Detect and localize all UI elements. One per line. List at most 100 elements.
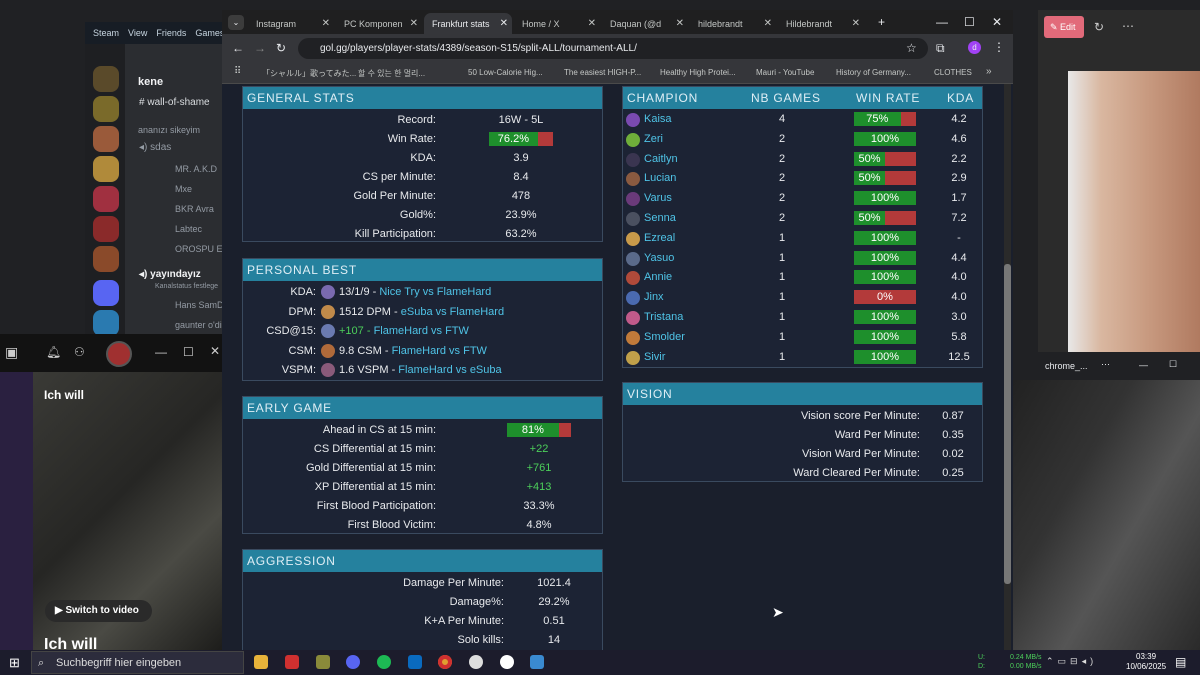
- edit-button[interactable]: ✎ Edit: [1044, 16, 1084, 38]
- tab-frankfurt-stats[interactable]: Frankfurt stats ✕: [424, 13, 512, 34]
- champion-name[interactable]: Jinx: [644, 291, 664, 304]
- champion-name[interactable]: Smolder: [644, 330, 685, 343]
- back-icon[interactable]: ←: [232, 41, 244, 55]
- voice-user[interactable]: Labtec: [175, 224, 203, 234]
- voice-channel[interactable]: ◂) sdas: [139, 142, 172, 153]
- server-icon[interactable]: [93, 216, 119, 242]
- champion-name[interactable]: Senna: [644, 212, 676, 224]
- reload-icon[interactable]: ↻: [276, 41, 287, 55]
- app-icon[interactable]: [469, 655, 483, 669]
- new-tab-icon[interactable]: +: [878, 15, 886, 29]
- notification-icon[interactable]: ▤: [1175, 655, 1187, 669]
- server-icon[interactable]: [93, 246, 119, 272]
- tab-search-icon[interactable]: ⌄: [228, 15, 244, 30]
- profile-avatar[interactable]: d: [968, 41, 981, 54]
- forward-icon[interactable]: →: [254, 41, 266, 55]
- voice-user[interactable]: MR. A.K.D: [175, 164, 218, 174]
- tray-icons[interactable]: ⌃▭⊟◂): [1046, 656, 1098, 666]
- page-scrollbar[interactable]: [1004, 84, 1011, 650]
- folder-icon[interactable]: [93, 280, 119, 306]
- champion-name[interactable]: Kaisa: [644, 113, 672, 125]
- scrollbar-thumb[interactable]: [1004, 264, 1011, 584]
- windows-start-icon[interactable]: ⊞: [9, 655, 20, 670]
- match-link[interactable]: FlameHard vs FTW: [391, 344, 487, 357]
- champion-name[interactable]: Annie: [644, 271, 673, 284]
- voice-user[interactable]: Mxe: [175, 184, 193, 194]
- champion-name[interactable]: Caitlyn: [644, 152, 678, 165]
- server-icon[interactable]: [93, 310, 119, 336]
- close-icon[interactable]: ✕: [210, 344, 221, 358]
- champion-name[interactable]: Yasuo: [644, 251, 675, 264]
- minimize-icon[interactable]: —: [155, 345, 167, 359]
- avatar[interactable]: [106, 341, 132, 367]
- champion-name[interactable]: Sivir: [644, 350, 666, 363]
- match-link[interactable]: FlameHard vs FTW: [373, 325, 469, 337]
- match-link[interactable]: eSuba vs FlameHard: [400, 305, 505, 318]
- maximize-icon[interactable]: ☐: [964, 15, 975, 29]
- voice-user[interactable]: OROSPU EV: [175, 244, 229, 254]
- maximize-icon[interactable]: ☐: [1169, 359, 1178, 369]
- close-icon[interactable]: ✕: [992, 15, 1003, 29]
- server-icon[interactable]: [93, 126, 119, 152]
- server-icon[interactable]: [93, 156, 119, 182]
- tab-hildebrandt[interactable]: Hildebrandt ✕: [786, 18, 860, 29]
- steam-menu-games[interactable]: Games: [195, 28, 225, 38]
- switch-to-video-button[interactable]: ▶ Switch to video: [45, 600, 152, 622]
- discord-icon[interactable]: [346, 655, 360, 669]
- steam-menu-view[interactable]: View: [128, 28, 148, 38]
- app-icon[interactable]: [530, 655, 544, 669]
- steam-menu-friends[interactable]: Friends: [156, 28, 187, 38]
- tab-home-x[interactable]: Home / X ✕: [522, 18, 596, 29]
- bell-icon[interactable]: 🔔︎: [46, 345, 62, 359]
- address-bar[interactable]: gol.gg/players/player-stats/4389/season-…: [298, 38, 928, 59]
- tab-x-hildebrandt[interactable]: hildebrandt ✕: [698, 18, 772, 29]
- champion-name[interactable]: Ezreal: [644, 231, 676, 244]
- match-link[interactable]: FlameHard vs eSuba: [398, 364, 502, 376]
- file-explorer-icon[interactable]: [254, 655, 268, 669]
- bookmark-item[interactable]: Mauri - YouTube: [756, 68, 815, 77]
- channel-status[interactable]: Kanalstatus festlege: [155, 283, 219, 290]
- bookmark-item[interactable]: Healthy High Protei...: [660, 68, 736, 77]
- app-icon[interactable]: [408, 655, 422, 669]
- extensions-icon[interactable]: ⧉: [936, 41, 945, 55]
- voice-user[interactable]: gaunter o'dir: [175, 320, 225, 330]
- rotate-icon[interactable]: ↻: [1094, 20, 1105, 34]
- tab-instagram-daquan[interactable]: Daquan (@d ✕: [610, 18, 684, 29]
- server-icon[interactable]: [93, 186, 119, 212]
- voice-user[interactable]: BKR Avra: [175, 204, 214, 214]
- minimize-icon[interactable]: —: [936, 15, 948, 29]
- app-icon[interactable]: [285, 655, 299, 669]
- spotify-icon[interactable]: [377, 655, 391, 669]
- champion-name[interactable]: Lucian: [644, 172, 677, 185]
- bookmark-item[interactable]: History of Germany...: [836, 68, 911, 77]
- menu-icon[interactable]: ⋮: [993, 40, 1005, 54]
- bookmark-folder[interactable]: CLOTHES: [934, 68, 972, 77]
- bookmark-item[interactable]: The easiest HIGH-P...: [564, 68, 642, 77]
- tab-instagram[interactable]: Instagram ✕: [256, 18, 330, 29]
- clock[interactable]: 03:39 10/06/2025: [1126, 652, 1167, 671]
- minimize-icon[interactable]: —: [1139, 360, 1148, 370]
- store-icon[interactable]: ▣: [5, 344, 19, 360]
- champion-name[interactable]: Varus: [644, 192, 672, 205]
- channel-category[interactable]: ananızı sikeyim: [138, 125, 201, 135]
- friends-icon[interactable]: ⚇: [74, 345, 85, 359]
- more-icon[interactable]: ⋯: [1122, 19, 1134, 33]
- match-link[interactable]: Nice Try vs FlameHard: [379, 286, 492, 298]
- bookmark-item[interactable]: 「シャルル」歌ってみた...: [262, 69, 357, 78]
- app-icon[interactable]: [500, 655, 514, 669]
- chrome-icon[interactable]: [438, 655, 452, 669]
- voice-channel-active[interactable]: ◂) yayındayız: [139, 269, 201, 280]
- champion-name[interactable]: Zeri: [644, 132, 663, 145]
- text-channel[interactable]: # wall-of-shame: [139, 97, 210, 108]
- app-icon[interactable]: [316, 655, 330, 669]
- champion-name[interactable]: Tristana: [644, 311, 684, 323]
- server-icon[interactable]: [93, 66, 119, 92]
- bookmark-star-icon[interactable]: ☆: [906, 41, 917, 55]
- chevron-right-icon[interactable]: »: [986, 66, 992, 77]
- voice-user[interactable]: Hans SamD: [175, 300, 224, 310]
- maximize-icon[interactable]: ☐: [183, 345, 194, 359]
- taskbar-search[interactable]: ⌕ Suchbegriff hier eingeben: [31, 651, 244, 674]
- steam-menu-steam[interactable]: Steam: [93, 28, 120, 38]
- tab-pc-komponenten[interactable]: PC Komponen ✕: [344, 18, 418, 29]
- more-icon[interactable]: ⋯: [1101, 359, 1110, 369]
